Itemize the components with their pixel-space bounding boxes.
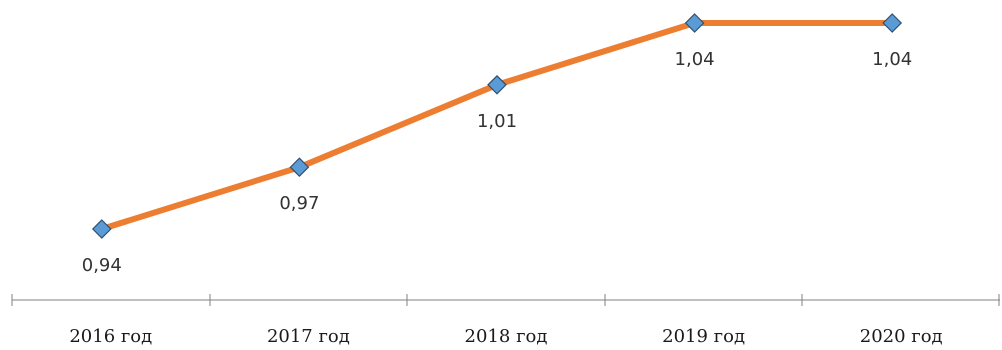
x-tick-label: 2019 год bbox=[662, 326, 745, 347]
marker-layer bbox=[91, 13, 903, 239]
x-tick-label: 2016 год bbox=[69, 326, 152, 347]
data-point-marker bbox=[289, 157, 310, 178]
data-point-marker bbox=[882, 13, 903, 33]
x-tick-label-layer: 2016 год 2017 год 2018 год 2019 год 2020 год bbox=[69, 326, 942, 347]
data-label-layer: 0,94 0,97 1,01 1,04 1,04 bbox=[82, 49, 912, 276]
data-label: 0,97 bbox=[279, 193, 319, 214]
x-tick-label: 2018 год bbox=[465, 326, 548, 347]
data-label: 0,94 bbox=[82, 255, 122, 276]
data-point-marker bbox=[684, 13, 705, 33]
x-tick-label: 2017 год bbox=[267, 326, 350, 347]
x-tick-label: 2020 год bbox=[860, 326, 943, 347]
data-point-marker bbox=[487, 74, 507, 95]
data-point-marker bbox=[91, 219, 112, 239]
data-label: 1,04 bbox=[872, 49, 912, 70]
x-axis bbox=[11, 294, 1000, 306]
data-label: 1,01 bbox=[477, 111, 517, 132]
data-label: 1,04 bbox=[675, 49, 715, 70]
